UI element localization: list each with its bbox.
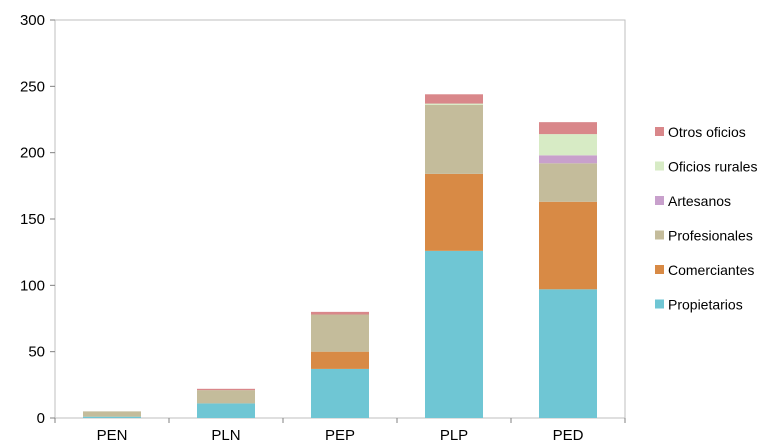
bar-segment-profesionales-pen [83,411,141,417]
bar-segment-oficios-rurales-plp [425,103,483,105]
legend-swatch-otros-oficios [655,127,664,136]
bar-segment-oficios-rurales-ped [539,134,597,156]
bar-segment-otros-oficios-ped [539,122,597,135]
legend-swatch-artesanos [655,196,664,205]
legend: Otros oficios Oficios rurales Artesanos Pro… [655,124,757,313]
bar-segment-otros-oficios-plp [425,94,483,104]
bar-segment-comerciantes-plp [425,173,483,251]
plot-area: 0 50 100 150 200 250 300 PEN PLN PEP PLP PED [20,12,626,444]
legend-swatch-oficios-rurales [655,161,664,171]
legend-label-otros-oficios: Otros oficios [668,124,746,140]
x-tick-label: PEP [325,427,355,444]
legend-swatch-comerciantes [655,265,664,274]
bar-segment-otros-oficios-pep [311,311,369,315]
bar-segment-profesionales-ped [539,163,597,202]
x-tick-label: PLN [211,427,240,444]
legend-label-artesanos: Artesanos [668,193,731,209]
bar-segment-comerciantes-pep [311,351,369,369]
y-tick-label: 300 [20,12,45,29]
y-tick-label: 250 [20,78,45,95]
bar-segment-profesionales-pln [197,390,255,404]
bar-segment-propietarios-pen [83,416,141,418]
bar-segment-propietarios-plp [425,250,483,418]
y-tick-label: 0 [37,410,45,427]
x-tick-label: PLP [440,427,468,444]
legend-label-propietarios: Propietarios [668,297,743,313]
legend-label-comerciantes: Comerciantes [668,262,754,278]
legend-swatch-profesionales [655,230,664,240]
x-tick-label: PED [553,427,584,444]
bar-segment-propietarios-pep [311,368,369,418]
bar-segment-propietarios-ped [539,289,597,418]
x-tick-label: PEN [97,427,128,444]
legend-swatch-propietarios [655,299,664,309]
bar-segment-profesionales-plp [425,104,483,174]
y-tick-label: 50 [28,344,45,361]
bar-segment-comerciantes-ped [539,201,597,290]
bar-segment-otros-oficios-pln [197,388,255,391]
y-tick-label: 150 [20,211,45,228]
y-tick-label: 100 [20,277,45,294]
legend-label-oficios-rurales: Oficios rurales [668,159,757,175]
y-tick-label: 200 [20,145,45,162]
bar-segment-artesanos-ped [539,155,597,164]
bar-segment-profesionales-pep [311,314,369,352]
bar-segment-propietarios-pln [197,403,255,418]
legend-label-profesionales: Profesionales [668,228,753,244]
